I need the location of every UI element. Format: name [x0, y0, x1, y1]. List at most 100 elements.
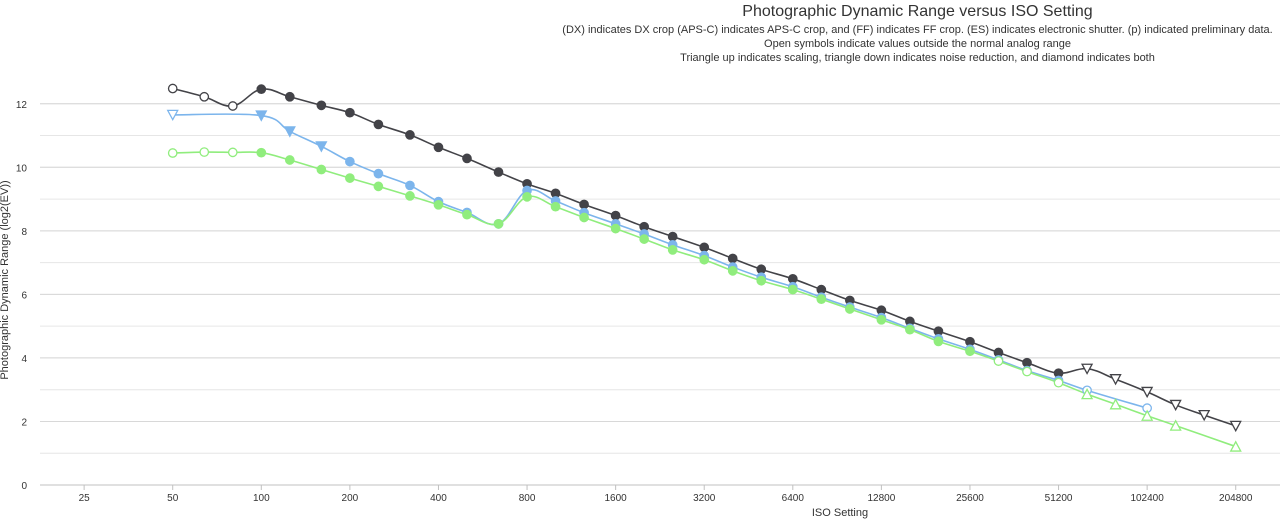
- data-point[interactable]: [610, 223, 621, 234]
- data-point[interactable]: [284, 155, 295, 165]
- data-point[interactable]: [727, 266, 738, 276]
- data-point[interactable]: [727, 253, 738, 264]
- data-point[interactable]: [756, 275, 767, 286]
- x-tick-label: 3200: [693, 493, 716, 504]
- data-point[interactable]: [345, 107, 355, 118]
- data-point[interactable]: [345, 156, 355, 167]
- series-lines: [172, 87, 1236, 448]
- chart-subtitle-line-1: (DX) indicates DX crop (APS-C) indicates…: [562, 24, 1273, 36]
- data-point[interactable]: [199, 91, 210, 102]
- data-point[interactable]: [1022, 366, 1032, 377]
- data-point[interactable]: [493, 219, 504, 229]
- data-point[interactable]: [1053, 377, 1064, 388]
- data-point[interactable]: [667, 231, 678, 242]
- data-point[interactable]: [667, 245, 678, 255]
- data-point[interactable]: [405, 180, 415, 191]
- data-point[interactable]: [283, 126, 296, 138]
- y-tick-label: 2: [21, 417, 27, 428]
- y-tick-label: 6: [21, 290, 27, 301]
- x-axis-title: ISO Setting: [812, 507, 868, 519]
- data-point[interactable]: [1169, 399, 1182, 412]
- y-tick-label: 10: [16, 163, 28, 174]
- data-point[interactable]: [255, 110, 268, 122]
- data-point[interactable]: [227, 101, 238, 111]
- x-tick-label: 400: [430, 493, 447, 504]
- data-point[interactable]: [199, 147, 210, 157]
- data-point[interactable]: [462, 153, 472, 164]
- x-tick-label: 25: [79, 493, 91, 504]
- data-point[interactable]: [373, 168, 384, 179]
- data-point[interactable]: [550, 201, 561, 212]
- data-point[interactable]: [1080, 387, 1094, 400]
- data-point[interactable]: [433, 199, 444, 210]
- x-tick-label: 12800: [867, 493, 895, 504]
- data-point[interactable]: [315, 141, 328, 153]
- data-point[interactable]: [579, 199, 589, 210]
- data-point[interactable]: [1109, 398, 1122, 410]
- chart-subtitle-line-3: Triangle up indicates scaling, triangle …: [680, 52, 1155, 64]
- data-point[interactable]: [610, 210, 621, 221]
- x-tick-label: 1600: [605, 493, 628, 504]
- x-tick-label: 102400: [1130, 493, 1164, 504]
- data-point[interactable]: [933, 336, 944, 347]
- data-point[interactable]: [965, 346, 975, 357]
- data-point[interactable]: [522, 192, 532, 202]
- y-axis-ticks: 0 2 4 6 8 10 12: [16, 100, 28, 492]
- data-point[interactable]: [373, 181, 384, 192]
- data-point[interactable]: [756, 264, 767, 275]
- data-point[interactable]: [256, 84, 267, 95]
- data-point[interactable]: [1141, 386, 1154, 399]
- data-point[interactable]: [284, 91, 295, 102]
- x-tick-label: 800: [519, 493, 536, 504]
- data-point[interactable]: [166, 109, 179, 122]
- data-point[interactable]: [844, 304, 855, 314]
- data-point[interactable]: [462, 209, 472, 220]
- y-tick-label: 0: [21, 481, 27, 492]
- data-point[interactable]: [167, 148, 178, 158]
- data-point[interactable]: [167, 83, 178, 94]
- data-point[interactable]: [1169, 419, 1182, 431]
- data-point[interactable]: [316, 100, 327, 111]
- data-point[interactable]: [1022, 357, 1032, 368]
- x-axis-ticks: 25 50 100 200 400 800 1600 3200 6400 12800 25600 51…: [79, 485, 1253, 504]
- data-point[interactable]: [405, 191, 415, 201]
- data-point[interactable]: [1229, 420, 1242, 433]
- x-tick-label: 200: [342, 493, 359, 504]
- data-point[interactable]: [699, 242, 710, 253]
- data-point[interactable]: [373, 119, 384, 130]
- data-point[interactable]: [227, 147, 238, 158]
- y-tick-label: 8: [21, 227, 27, 238]
- data-point[interactable]: [993, 356, 1004, 366]
- y-tick-label: 12: [16, 100, 28, 111]
- data-point[interactable]: [579, 212, 589, 223]
- data-point[interactable]: [256, 147, 267, 158]
- x-tick-label: 25600: [956, 493, 984, 504]
- data-point[interactable]: [405, 130, 415, 140]
- data-point[interactable]: [876, 314, 887, 325]
- data-point[interactable]: [816, 294, 827, 304]
- data-point[interactable]: [787, 284, 798, 295]
- data-point[interactable]: [1141, 409, 1154, 421]
- data-point[interactable]: [345, 173, 355, 183]
- data-point[interactable]: [1198, 409, 1211, 422]
- data-point[interactable]: [1229, 440, 1242, 452]
- data-point[interactable]: [1080, 363, 1094, 375]
- series-markers: [166, 83, 1242, 452]
- chart-subtitle-line-2: Open symbols indicate values outside the…: [764, 38, 1071, 50]
- series-line: [172, 151, 1236, 448]
- data-point[interactable]: [787, 273, 798, 284]
- data-point[interactable]: [699, 254, 710, 265]
- data-point[interactable]: [433, 142, 444, 153]
- x-tick-label: 204800: [1219, 493, 1253, 504]
- data-point[interactable]: [1109, 374, 1122, 386]
- data-point[interactable]: [493, 167, 504, 177]
- data-point[interactable]: [639, 234, 650, 244]
- data-point[interactable]: [316, 164, 327, 175]
- y-tick-label: 4: [21, 354, 27, 365]
- chart-title: Photographic Dynamic Range versus ISO Se…: [742, 3, 1093, 20]
- data-point[interactable]: [905, 324, 915, 335]
- x-tick-label: 100: [253, 493, 270, 504]
- x-tick-label: 6400: [782, 493, 805, 504]
